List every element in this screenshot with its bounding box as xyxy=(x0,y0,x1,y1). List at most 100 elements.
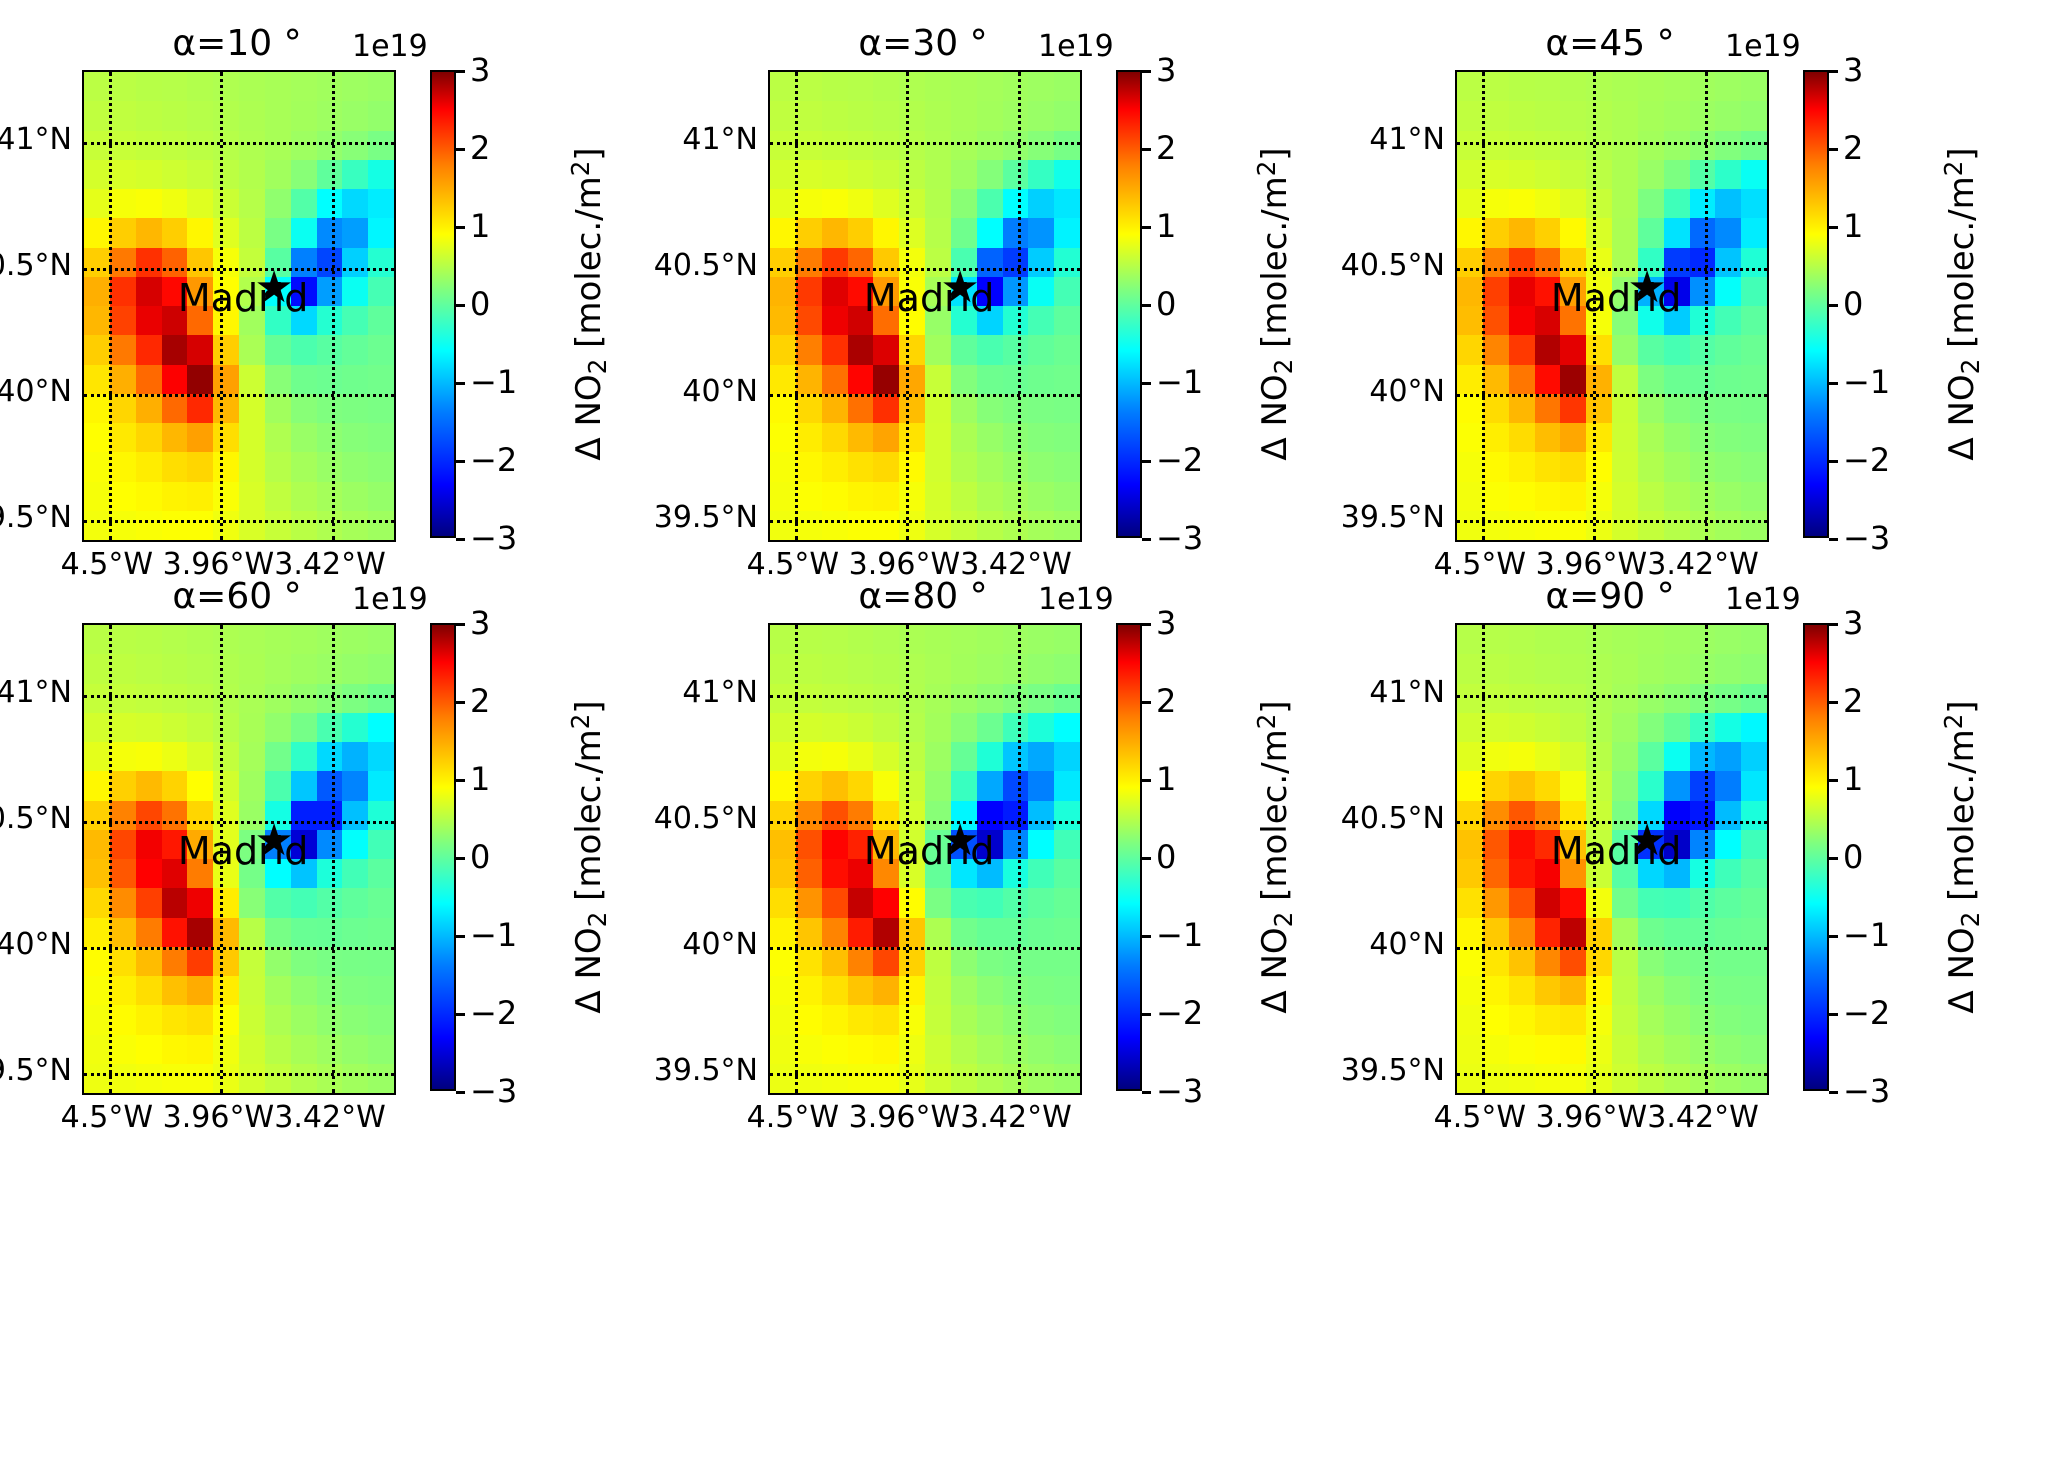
heatmap-cell xyxy=(1637,393,1664,423)
heatmap-cell xyxy=(1002,976,1029,1006)
heatmap-cell xyxy=(1054,481,1080,511)
colorbar-tick xyxy=(1829,538,1838,541)
heatmap-cell xyxy=(84,888,110,918)
heatmap-cell xyxy=(950,510,977,540)
x-tick-label: 4.5°W xyxy=(746,1100,839,1135)
heatmap-cell xyxy=(1002,72,1029,102)
heatmap-cell xyxy=(847,101,874,131)
x-tick-label: 3.42°W xyxy=(274,547,386,582)
heatmap-cell xyxy=(1002,423,1029,453)
heatmap-cell xyxy=(1637,159,1664,189)
heatmap-cell xyxy=(109,888,136,918)
heatmap-cell xyxy=(925,306,951,336)
heatmap-cell xyxy=(187,976,214,1006)
heatmap-cell xyxy=(1715,859,1742,889)
heatmap-cell xyxy=(84,917,110,947)
heatmap-cell xyxy=(1560,800,1587,830)
heatmap-cell xyxy=(1689,276,1716,306)
heatmap-cell xyxy=(1586,771,1612,801)
heatmap-cell xyxy=(1054,306,1080,336)
heatmap-cell xyxy=(368,888,394,918)
heatmap-cell xyxy=(1715,72,1742,102)
heatmap-cell xyxy=(84,976,110,1006)
heatmap-cell xyxy=(368,101,394,131)
colorbar-tick-label: −1 xyxy=(470,363,518,401)
heatmap-cell xyxy=(342,888,369,918)
heatmap-cell xyxy=(109,829,136,859)
y-tick-label: 39.5°N xyxy=(1340,499,1445,535)
heatmap-cell xyxy=(264,1063,291,1093)
heatmap-cell xyxy=(264,189,291,219)
heatmap-cell xyxy=(925,888,951,918)
heatmap-cell xyxy=(290,976,317,1006)
heatmap-cell xyxy=(1715,218,1742,248)
heatmap-cell xyxy=(368,1005,394,1035)
colorbar-tick xyxy=(456,304,465,307)
heatmap-cell xyxy=(1663,1005,1690,1035)
heatmap-cell xyxy=(213,1005,239,1035)
heatmap-cell xyxy=(368,946,394,976)
heatmap-cell xyxy=(1534,976,1561,1006)
heatmap-cell xyxy=(1028,742,1055,772)
heatmap-cell xyxy=(1689,72,1716,102)
heatmap-cell xyxy=(1002,654,1029,684)
heatmap-cell xyxy=(1586,247,1612,277)
heatmap-cell xyxy=(316,159,343,189)
heatmap-cell xyxy=(1741,218,1767,248)
heatmap-cell xyxy=(135,481,162,511)
heatmap-cell xyxy=(795,917,822,947)
panel-title: α=30 ° xyxy=(858,23,988,64)
heatmap-cell xyxy=(342,306,369,336)
heatmap-cell xyxy=(950,829,977,859)
heatmap-cell xyxy=(84,800,110,830)
heatmap-cell xyxy=(239,1005,265,1035)
heatmap-cell xyxy=(821,917,848,947)
city-label-madrid: Madrid xyxy=(863,276,995,321)
heatmap-cell xyxy=(1715,452,1742,482)
heatmap-cell xyxy=(109,917,136,947)
heatmap-cell xyxy=(342,946,369,976)
heatmap-cell xyxy=(213,276,239,306)
heatmap-cell xyxy=(1689,1005,1716,1035)
heatmap-cell xyxy=(1741,306,1767,336)
heatmap-cell xyxy=(770,859,796,889)
heatmap-cell xyxy=(976,712,1003,742)
heatmap-cell xyxy=(770,742,796,772)
heatmap-cell xyxy=(1612,423,1638,453)
heatmap-cell xyxy=(1054,976,1080,1006)
heatmap-cell xyxy=(84,654,110,684)
heatmap-cell xyxy=(1002,452,1029,482)
heatmap-cell xyxy=(264,742,291,772)
heatmap-cell xyxy=(290,829,317,859)
heatmap-cell xyxy=(873,917,900,947)
heatmap-cell xyxy=(1586,335,1612,365)
heatmap-cell xyxy=(950,393,977,423)
heatmap-cell xyxy=(1663,423,1690,453)
heatmap-cell xyxy=(1054,625,1080,655)
heatmap-cell xyxy=(1508,654,1535,684)
panel-alpha-30: α=30 ° Madrid ★ 4.5°W 3.96°W 3.42°W 39.5°N 40°N… xyxy=(654,26,1312,580)
heatmap-cell xyxy=(1689,800,1716,830)
colorbar-tick xyxy=(456,623,465,626)
gridline-vertical xyxy=(332,72,335,540)
colorbar-tick xyxy=(456,382,465,385)
heatmap-cell xyxy=(316,335,343,365)
heatmap-cell xyxy=(1689,654,1716,684)
heatmap-cell xyxy=(290,712,317,742)
heatmap-cell xyxy=(316,976,343,1006)
heatmap-cell xyxy=(821,625,848,655)
heatmap-cell xyxy=(1508,101,1535,131)
heatmap-cell xyxy=(1002,771,1029,801)
heatmap-cell xyxy=(1663,510,1690,540)
heatmap-cell xyxy=(1663,1063,1690,1093)
heatmap-cell xyxy=(1457,189,1483,219)
x-tick-label: 4.5°W xyxy=(60,547,153,582)
heatmap-cell xyxy=(161,976,188,1006)
heatmap-cell xyxy=(161,859,188,889)
panel-title: α=80 ° xyxy=(858,576,988,617)
heatmap-cell xyxy=(239,742,265,772)
heatmap-cell xyxy=(1715,1005,1742,1035)
heatmap-cell xyxy=(950,1005,977,1035)
heatmap-cell xyxy=(1482,888,1509,918)
heatmap-cell xyxy=(109,159,136,189)
